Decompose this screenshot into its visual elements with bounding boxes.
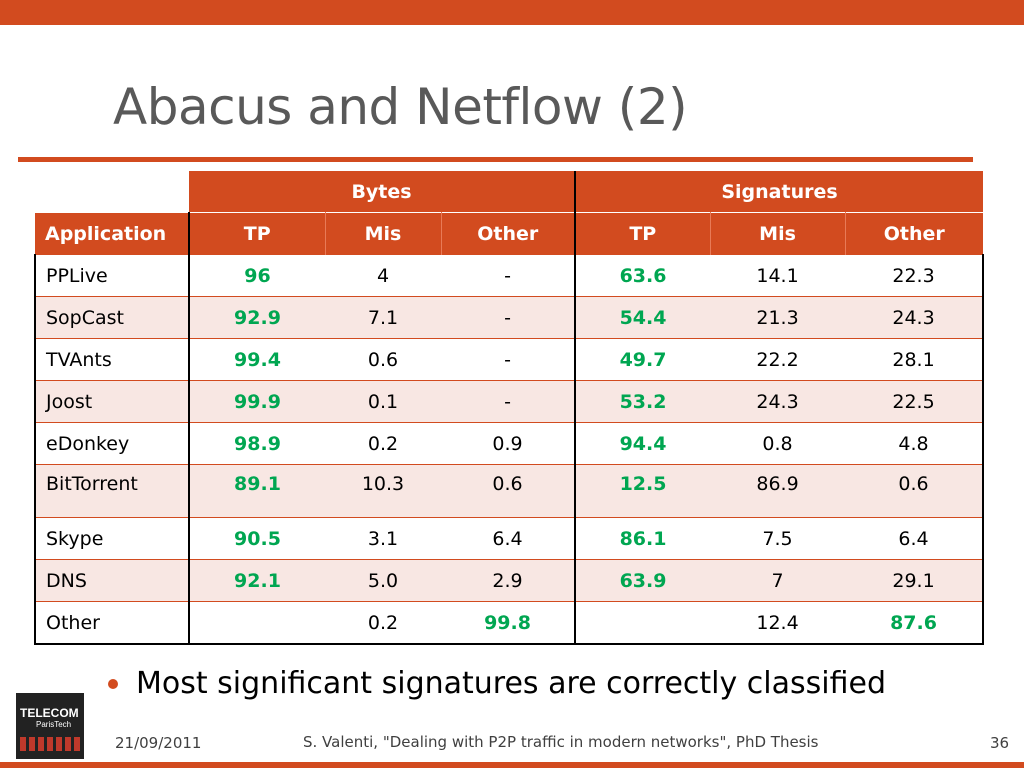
bytes-tp-cell: 98.9 <box>189 422 325 465</box>
logo-emblem-icon <box>20 737 80 751</box>
top-accent-bar <box>0 0 1024 25</box>
sig-tp-cell: 86.1 <box>575 517 711 560</box>
bytes-mis-cell: 3.1 <box>325 517 441 560</box>
app-name-cell: TVAnts <box>34 338 190 381</box>
app-name-cell: BitTorrent <box>34 464 190 518</box>
sig-other-cell: 29.1 <box>845 559 985 602</box>
header-blank-cell <box>35 171 189 213</box>
bytes-mis-cell: 5.0 <box>325 559 441 602</box>
sig-tp-cell: 63.9 <box>575 559 711 602</box>
bytes-other-cell: 0.9 <box>441 422 577 465</box>
sig-tp-cell: 12.5 <box>575 464 711 518</box>
bytes-other-cell: 6.4 <box>441 517 577 560</box>
sig-tp-cell: 54.4 <box>575 296 711 339</box>
bytes-tp-cell: 89.1 <box>189 464 325 518</box>
group-header-signatures: Signatures <box>575 171 984 213</box>
table-row: PPLive 96 4 - 63.6 14.1 22.3 <box>34 254 985 297</box>
bytes-other-cell: 0.6 <box>441 464 577 518</box>
page-number: 36 <box>990 734 1010 752</box>
bullet-point: Most significant signatures are correctl… <box>108 666 886 701</box>
group-header-bytes: Bytes <box>189 171 577 213</box>
bytes-other-cell: 99.8 <box>441 601 577 645</box>
app-name-cell: SopCast <box>34 296 190 339</box>
telecom-paristech-logo: TELECOM ParisTech <box>16 693 84 759</box>
footer-citation: S. Valenti, "Dealing with P2P traffic in… <box>303 733 819 751</box>
column-header-row: Application TP Mis Other TP Mis Other <box>35 212 984 255</box>
bytes-tp-cell: 92.1 <box>189 559 325 602</box>
bytes-tp-cell: 99.9 <box>189 380 325 423</box>
sig-other-cell: 22.3 <box>845 254 985 297</box>
group-header-row: Bytes Signatures <box>35 171 984 213</box>
logo-line1: TELECOM <box>20 706 79 720</box>
bullet-text: Most significant signatures are correctl… <box>136 666 887 701</box>
col-header-bytes-tp: TP <box>189 212 326 255</box>
bytes-tp-cell: 90.5 <box>189 517 325 560</box>
bytes-other-cell: 2.9 <box>441 559 577 602</box>
bytes-other-cell: - <box>441 380 577 423</box>
bytes-tp-cell <box>189 601 325 645</box>
table-row: Skype 90.5 3.1 6.4 86.1 7.5 6.4 <box>34 517 985 560</box>
sig-mis-cell: 22.2 <box>710 338 846 381</box>
bytes-other-cell: - <box>441 338 577 381</box>
sig-tp-cell: 53.2 <box>575 380 711 423</box>
sig-tp-cell <box>575 601 711 645</box>
bytes-tp-cell: 92.9 <box>189 296 325 339</box>
bytes-mis-cell: 4 <box>325 254 441 297</box>
sig-mis-cell: 7.5 <box>710 517 846 560</box>
sig-mis-cell: 21.3 <box>710 296 846 339</box>
table-row: DNS 92.1 5.0 2.9 63.9 7 29.1 <box>34 559 985 602</box>
col-header-sig-other: Other <box>845 212 984 255</box>
sig-other-cell: 24.3 <box>845 296 985 339</box>
col-header-application: Application <box>35 212 190 255</box>
bullet-dot-icon <box>108 678 118 689</box>
table-row: Joost 99.9 0.1 - 53.2 24.3 22.5 <box>34 380 985 423</box>
bottom-accent-bar <box>0 762 1024 768</box>
results-table: Bytes Signatures Application TP Mis Othe… <box>34 171 985 645</box>
app-name-cell: Joost <box>34 380 190 423</box>
sig-tp-cell: 63.6 <box>575 254 711 297</box>
col-header-sig-tp: TP <box>575 212 711 255</box>
sig-mis-cell: 12.4 <box>710 601 846 645</box>
app-name-cell: Skype <box>34 517 190 560</box>
sig-other-cell: 22.5 <box>845 380 985 423</box>
sig-other-cell: 87.6 <box>845 601 985 645</box>
table-row: Other 0.2 99.8 12.4 87.6 <box>34 601 985 645</box>
logo-line2: ParisTech <box>36 720 72 729</box>
sig-tp-cell: 94.4 <box>575 422 711 465</box>
slide-title: Abacus and Netflow (2) <box>113 78 688 136</box>
sig-tp-cell: 49.7 <box>575 338 711 381</box>
bytes-mis-cell: 0.6 <box>325 338 441 381</box>
footer-date: 21/09/2011 <box>115 734 202 752</box>
app-name-cell: PPLive <box>34 254 190 297</box>
table-row: SopCast 92.9 7.1 - 54.4 21.3 24.3 <box>34 296 985 339</box>
bytes-other-cell: - <box>441 296 577 339</box>
app-name-cell: Other <box>34 601 190 645</box>
app-name-cell: DNS <box>34 559 190 602</box>
sig-mis-cell: 0.8 <box>710 422 846 465</box>
table-row: eDonkey 98.9 0.2 0.9 94.4 0.8 4.8 <box>34 422 985 465</box>
bytes-mis-cell: 0.2 <box>325 422 441 465</box>
col-header-bytes-other: Other <box>441 212 577 255</box>
sig-other-cell: 0.6 <box>845 464 985 518</box>
sig-other-cell: 28.1 <box>845 338 985 381</box>
sig-mis-cell: 86.9 <box>710 464 846 518</box>
bytes-other-cell: - <box>441 254 577 297</box>
bytes-mis-cell: 10.3 <box>325 464 441 518</box>
sig-mis-cell: 7 <box>710 559 846 602</box>
table-row: TVAnts 99.4 0.6 - 49.7 22.2 28.1 <box>34 338 985 381</box>
title-underline <box>18 157 973 162</box>
bytes-mis-cell: 0.2 <box>325 601 441 645</box>
sig-mis-cell: 24.3 <box>710 380 846 423</box>
bytes-mis-cell: 0.1 <box>325 380 441 423</box>
col-header-bytes-mis: Mis <box>325 212 442 255</box>
sig-other-cell: 4.8 <box>845 422 985 465</box>
sig-mis-cell: 14.1 <box>710 254 846 297</box>
bytes-tp-cell: 99.4 <box>189 338 325 381</box>
table-row: BitTorrent 89.1 10.3 0.6 12.5 86.9 0.6 <box>34 464 985 518</box>
bytes-mis-cell: 7.1 <box>325 296 441 339</box>
bytes-tp-cell: 96 <box>189 254 325 297</box>
col-header-sig-mis: Mis <box>710 212 846 255</box>
sig-other-cell: 6.4 <box>845 517 985 560</box>
app-name-cell: eDonkey <box>34 422 190 465</box>
